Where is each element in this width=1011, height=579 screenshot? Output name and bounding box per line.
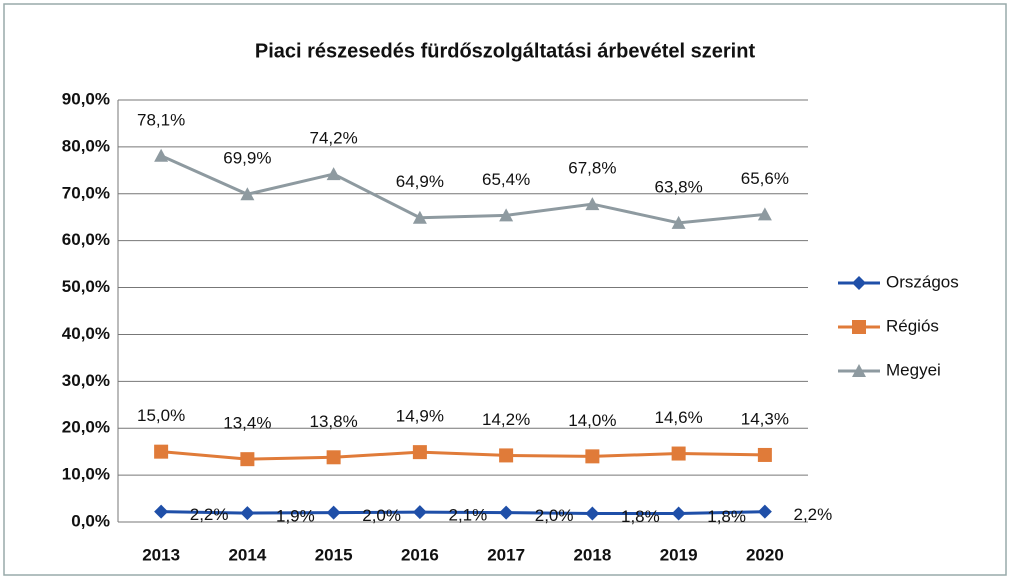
series-line <box>161 510 765 516</box>
marker <box>326 505 341 520</box>
data-label: 1,9% <box>276 507 315 526</box>
marker <box>412 210 427 224</box>
marker <box>154 504 169 519</box>
x-tick-label: 2015 <box>315 545 353 564</box>
marker <box>852 364 866 377</box>
y-tick-label: 0,0% <box>71 511 110 530</box>
marker <box>326 450 341 465</box>
x-tick-label: 2020 <box>746 545 784 564</box>
y-tick-label: 70,0% <box>62 183 110 202</box>
marker <box>412 445 427 460</box>
marker <box>671 506 686 521</box>
marker <box>154 148 169 162</box>
data-label: 13,4% <box>223 414 271 433</box>
marker <box>499 448 514 463</box>
data-label: 14,0% <box>568 411 616 430</box>
series-line <box>160 154 766 225</box>
y-tick-label: 90,0% <box>62 89 110 108</box>
marker <box>326 167 341 181</box>
marker <box>499 208 514 222</box>
data-label: 13,8% <box>310 412 358 431</box>
y-tick-label: 80,0% <box>62 136 110 155</box>
legend-label: Országos <box>886 272 959 291</box>
chart-frame <box>3 3 1007 576</box>
data-label: 14,2% <box>482 410 530 429</box>
data-label: 1,8% <box>621 507 660 526</box>
marker <box>585 449 600 464</box>
data-label: 2,0% <box>535 506 574 525</box>
y-tick-label: 60,0% <box>62 230 110 249</box>
y-tick-label: 30,0% <box>62 371 110 390</box>
marker <box>757 447 772 462</box>
x-tick-label: 2019 <box>660 545 698 564</box>
data-label: 14,6% <box>655 408 703 427</box>
data-label: 2,1% <box>449 506 488 525</box>
marker <box>154 444 169 459</box>
data-label: 2,2% <box>190 505 229 524</box>
chart-title: Piaci részesedés fürdőszolgáltatási árbe… <box>255 40 756 62</box>
data-label: 1,8% <box>707 507 746 526</box>
y-tick-label: 40,0% <box>62 324 110 343</box>
y-tick-label: 20,0% <box>62 418 110 437</box>
data-label: 14,9% <box>396 407 444 426</box>
marker <box>240 187 255 201</box>
legend-label: Régiós <box>886 316 939 335</box>
x-tick-label: 2013 <box>142 545 180 564</box>
y-tick-label: 50,0% <box>62 277 110 296</box>
marker <box>757 207 772 221</box>
legend-label: Megyei <box>886 360 941 379</box>
series-line <box>160 450 765 461</box>
x-tick-label: 2016 <box>401 545 439 564</box>
marker <box>585 197 600 211</box>
data-label: 2,0% <box>362 506 401 525</box>
marker <box>671 215 686 229</box>
data-label: 2,2% <box>794 505 833 524</box>
marker <box>240 452 255 467</box>
data-label: 67,8% <box>568 159 616 178</box>
data-label: 78,1% <box>137 110 185 129</box>
data-label: 63,8% <box>655 177 703 196</box>
data-label: 15,0% <box>137 406 185 425</box>
marker <box>412 505 427 520</box>
x-tick-label: 2017 <box>487 545 525 564</box>
marker <box>585 506 600 521</box>
marker <box>240 506 255 521</box>
y-tick-label: 10,0% <box>62 465 110 484</box>
marker <box>852 276 866 290</box>
data-label: 69,9% <box>223 149 271 168</box>
marker <box>852 320 866 334</box>
data-label: 74,2% <box>310 129 358 148</box>
marker <box>499 505 514 520</box>
marker <box>757 504 772 519</box>
marker <box>671 446 686 461</box>
data-label: 64,9% <box>396 172 444 191</box>
data-label: 65,6% <box>741 169 789 188</box>
data-label: 14,3% <box>741 409 789 428</box>
x-tick-label: 2018 <box>573 545 611 564</box>
x-tick-label: 2014 <box>228 545 266 564</box>
data-label: 65,4% <box>482 170 530 189</box>
